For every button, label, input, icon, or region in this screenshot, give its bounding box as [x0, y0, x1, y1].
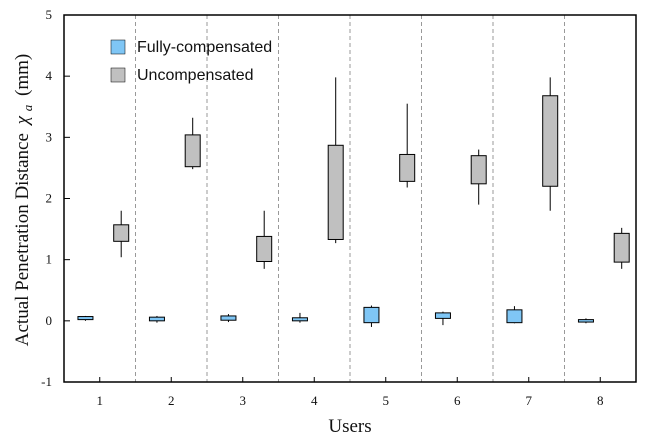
x-axis-title: Users: [328, 416, 371, 437]
y-axis: -1 0 1 2 3 4 5: [41, 7, 70, 389]
box: [434, 312, 451, 319]
x-tick-label: 1: [97, 393, 104, 408]
legend-swatch: [110, 39, 126, 55]
box: [577, 319, 594, 323]
x-tick-label: 7: [526, 393, 533, 408]
legend: Fully-compensated Uncompensated: [110, 39, 272, 84]
y-tick-label: 0: [46, 313, 53, 328]
y-tick-label: 5: [46, 7, 53, 22]
box: [113, 224, 130, 242]
y-axis-title: Actual Penetration Distance χ a (mm): [12, 54, 37, 346]
x-tick-label: 4: [311, 393, 318, 408]
x-tick-label: 8: [597, 393, 604, 408]
legend-label: Fully-compensated: [137, 39, 272, 56]
box: [542, 95, 559, 187]
x-tick-label: 5: [383, 393, 390, 408]
box: [256, 235, 273, 263]
box: [327, 144, 344, 240]
separator-lines: [135, 15, 565, 382]
box: [613, 232, 630, 263]
box-series: [77, 77, 630, 327]
x-tick-label: 6: [454, 393, 461, 408]
box: [184, 134, 201, 168]
y-tick-label: 1: [46, 252, 53, 267]
box: [399, 153, 416, 182]
x-tick-label: 2: [168, 393, 175, 408]
box: [291, 317, 308, 322]
legend-swatch: [110, 67, 126, 83]
y-tick-label: -1: [41, 374, 52, 389]
y-axis-title-symbol: χ: [12, 115, 33, 126]
box: [363, 306, 380, 324]
box: [506, 309, 523, 324]
box: [77, 316, 94, 321]
y-tick-label: 2: [46, 191, 53, 206]
x-axis: 1 2 3 4 5 6 7 8: [97, 377, 604, 408]
y-axis-title-unit: (mm): [12, 54, 33, 96]
y-axis-title-main: Actual Penetration Distance: [12, 133, 33, 346]
y-tick-label: 4: [46, 68, 53, 83]
y-axis-title-subscript: a: [20, 104, 35, 111]
box: [220, 315, 237, 321]
x-tick-label: 3: [240, 393, 247, 408]
y-tick-label: 3: [46, 129, 53, 144]
box: [470, 155, 487, 185]
legend-label: Uncompensated: [137, 67, 254, 84]
box: [148, 316, 165, 322]
